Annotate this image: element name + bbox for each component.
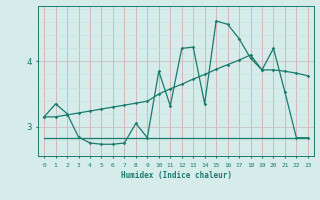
X-axis label: Humidex (Indice chaleur): Humidex (Indice chaleur) (121, 171, 231, 180)
